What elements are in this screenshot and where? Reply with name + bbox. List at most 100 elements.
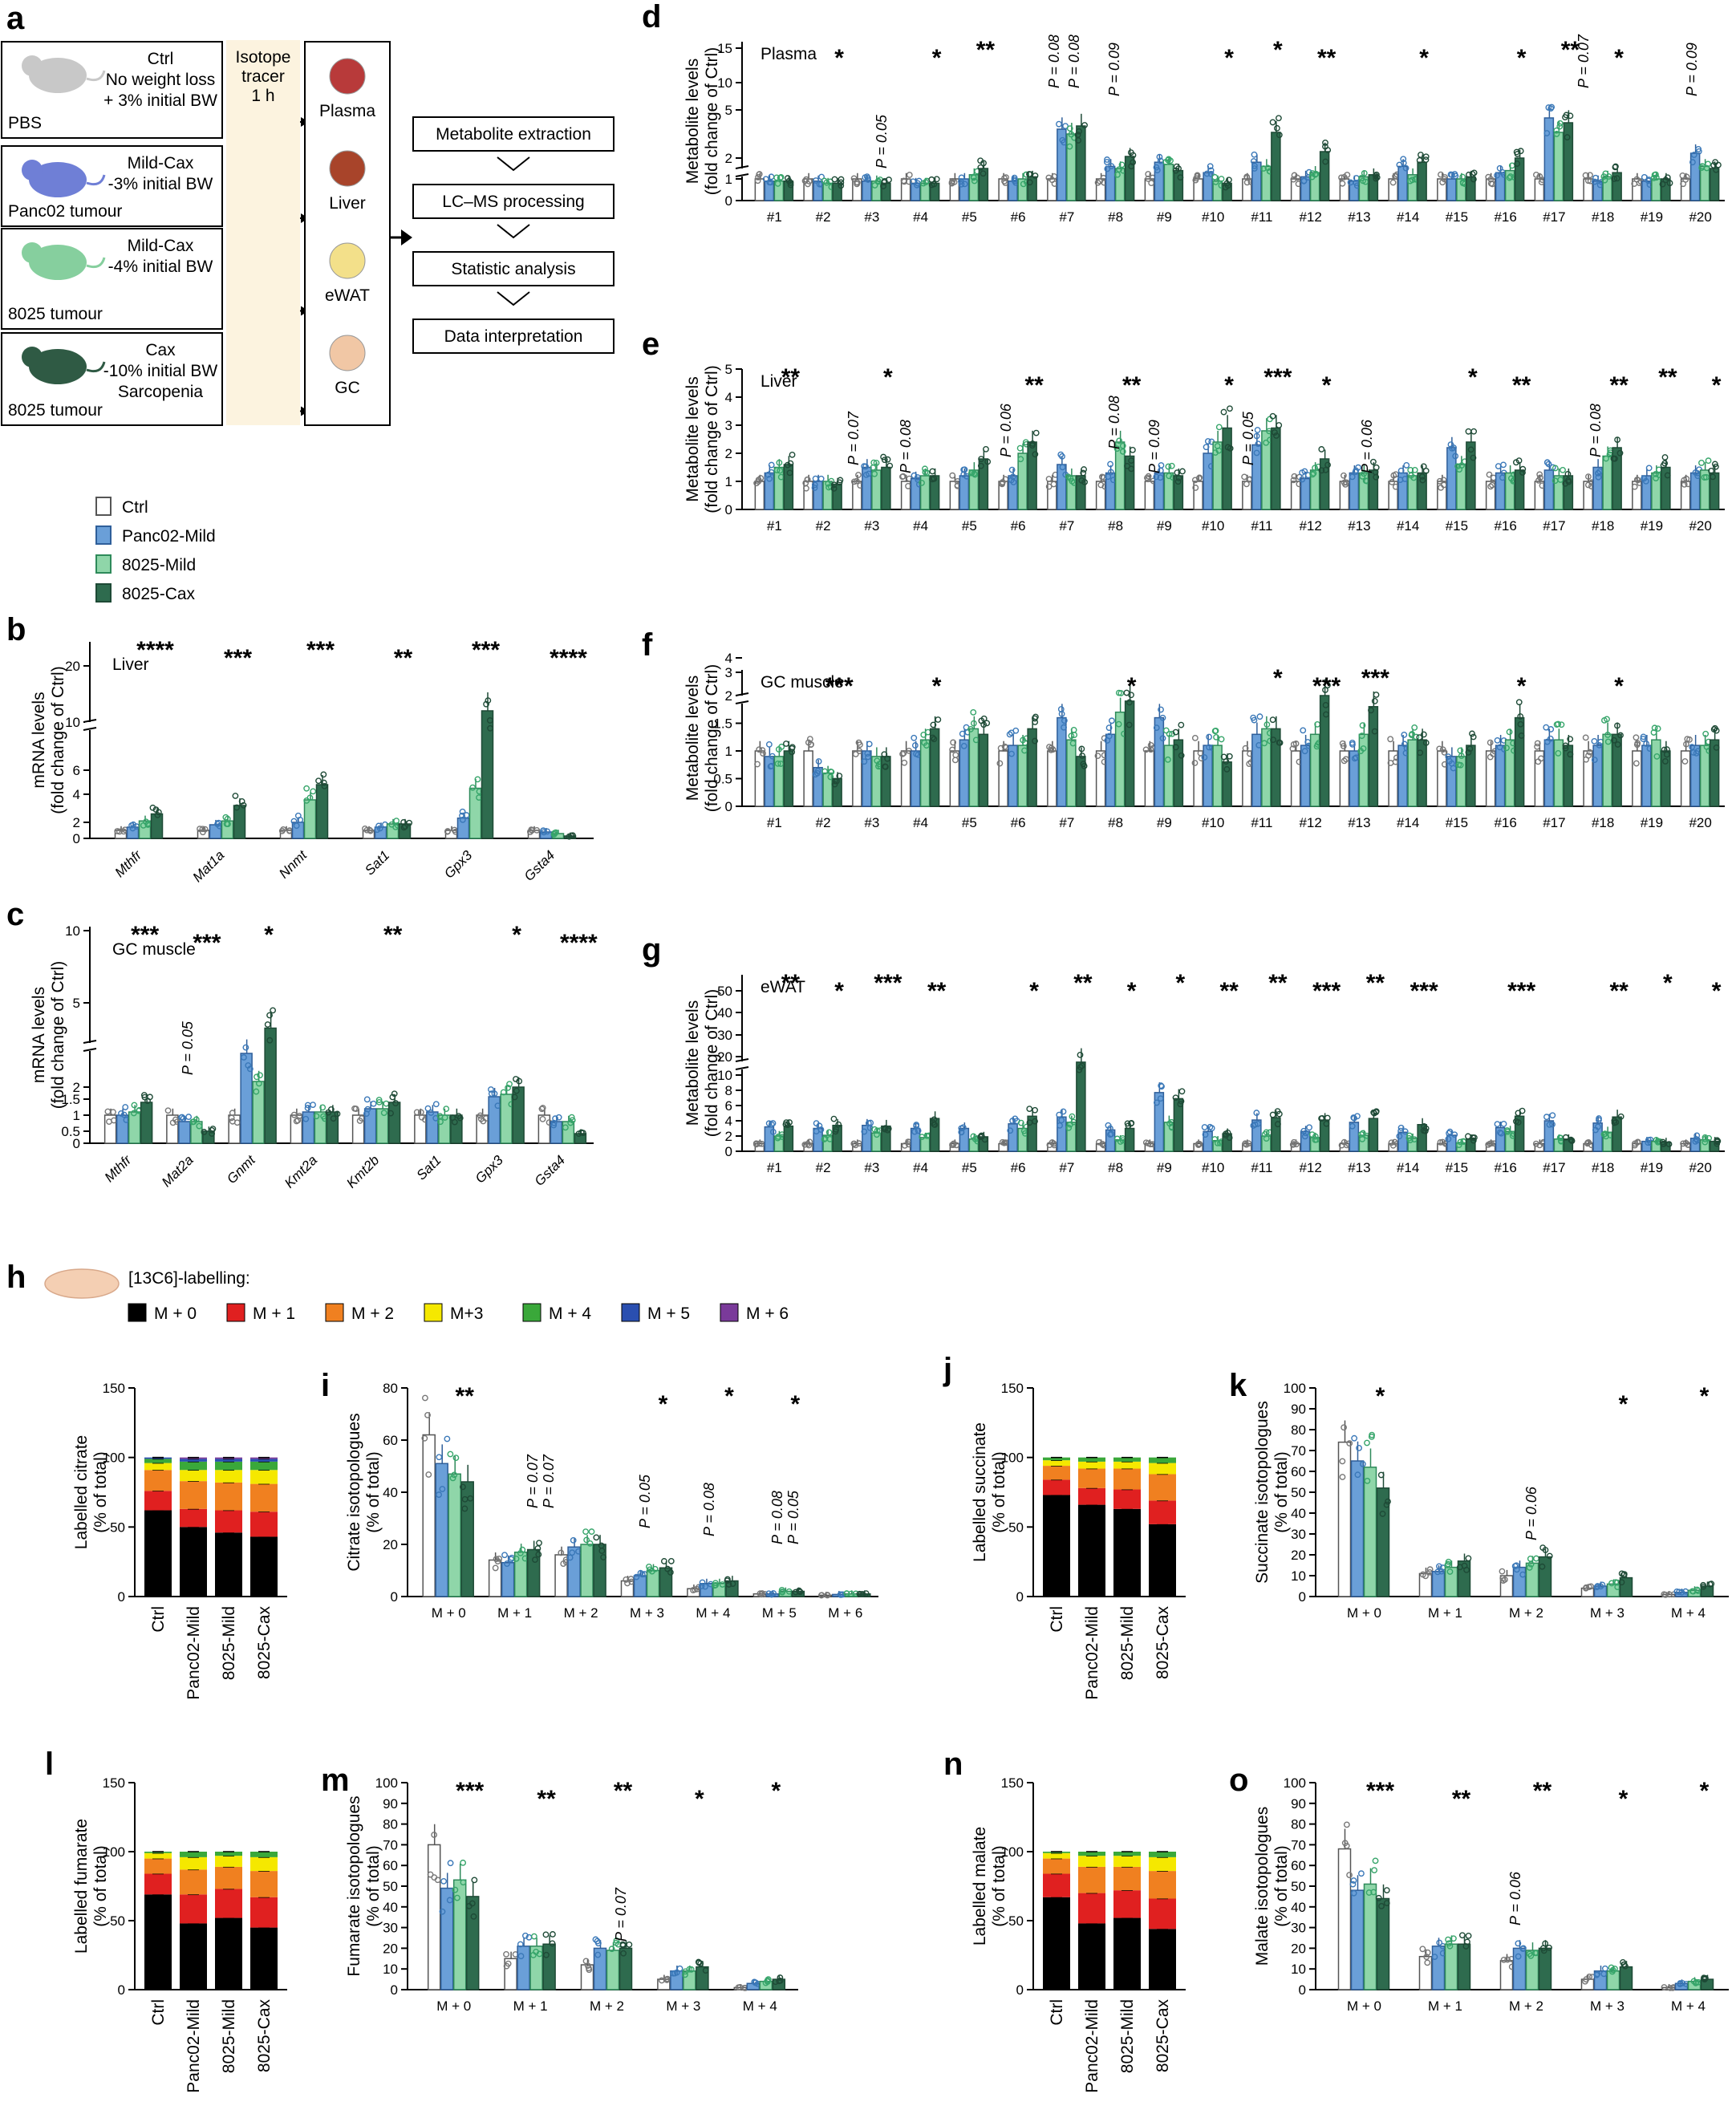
data-point (1308, 1131, 1316, 1138)
y-tick-label: 0 (1299, 1589, 1306, 1605)
x-tick-label: #5 (962, 209, 977, 225)
data-point (1601, 177, 1608, 184)
stacked-segment (180, 1856, 207, 1870)
data-point (1611, 176, 1618, 182)
y-tick-label: 2 (725, 1129, 732, 1144)
x-tick-label: #14 (1397, 815, 1419, 830)
data-point (1344, 172, 1351, 178)
data-point (825, 1129, 833, 1136)
data-point (1075, 137, 1082, 144)
significance-star: * (1700, 1383, 1710, 1410)
stacked-segment (215, 1470, 242, 1483)
y-tick-label: 10 (65, 923, 80, 939)
data-point (1001, 743, 1008, 750)
data-point (467, 1495, 474, 1502)
data-point (436, 1454, 443, 1461)
data-point (1269, 716, 1276, 724)
bar (1592, 745, 1603, 807)
x-tick-label: #5 (962, 518, 977, 534)
stacked-segment (1043, 1457, 1070, 1461)
panel-letter-g: g (642, 932, 661, 968)
x-tick-label: M + 2 (1509, 1998, 1543, 2014)
data-point (949, 746, 956, 753)
data-point (152, 806, 160, 814)
data-point (1612, 1118, 1620, 1126)
data-point (774, 760, 781, 767)
data-point (1373, 464, 1380, 471)
data-point (1512, 1118, 1519, 1125)
y-tick-label: 40 (383, 1485, 398, 1500)
stacked-segment (144, 1852, 172, 1859)
y-tick-label: 20 (717, 1049, 732, 1065)
data-point (1515, 699, 1523, 706)
data-point (1341, 472, 1347, 479)
legend-label: Ctrl (122, 498, 148, 517)
data-point (817, 475, 825, 482)
data-point (1223, 758, 1230, 765)
data-point (815, 758, 822, 765)
significance-star: * (1614, 673, 1624, 700)
x-tick-label: Mthfr (102, 1151, 136, 1185)
data-point (1300, 1127, 1308, 1134)
y-axis-label: (fold change of Ctrl) (703, 664, 721, 812)
data-point (1373, 174, 1381, 181)
data-point (838, 182, 845, 189)
axis-break (85, 722, 95, 730)
x-tick-label: #6 (1011, 1160, 1026, 1175)
data-point (971, 470, 978, 477)
data-point (551, 830, 558, 837)
data-point (449, 1475, 456, 1482)
data-point (1604, 716, 1610, 723)
data-point (1419, 473, 1426, 480)
data-point (131, 1102, 138, 1109)
data-point (1206, 733, 1213, 741)
y-tick-label: 0 (1016, 1982, 1024, 1998)
data-point (1339, 180, 1346, 187)
data-point (1563, 112, 1570, 119)
y-axis-label: mRNA levels (30, 987, 48, 1083)
data-point (494, 1558, 501, 1564)
axis-break-mark (735, 692, 749, 696)
data-point (806, 736, 813, 743)
y-tick-label: 20 (65, 659, 80, 674)
data-point (843, 1590, 850, 1597)
data-point (960, 742, 967, 749)
stacked-segment (1113, 1917, 1141, 1990)
stacked-segment (180, 1508, 207, 1528)
x-tick-label: #8 (1108, 1160, 1123, 1175)
data-point (996, 760, 1004, 767)
x-tick-label: 8025-Mild (220, 1999, 238, 2073)
data-point (1390, 472, 1397, 479)
isotope-label: M + 1 (253, 1305, 295, 1323)
x-tick-label: M + 2 (1509, 1605, 1543, 1621)
data-point (1612, 164, 1619, 171)
data-point (1145, 1140, 1152, 1147)
significance-star: ** (1317, 45, 1336, 71)
p-value-annotation: P = 0.06 (1507, 1871, 1523, 1925)
x-tick-label: #17 (1543, 1160, 1565, 1175)
x-tick-label: #12 (1299, 518, 1321, 534)
p-value-annotation: P = 0.05 (874, 114, 890, 168)
y-tick-label: 60 (1291, 1858, 1306, 1873)
data-point (330, 1115, 337, 1122)
significance-star: * (834, 45, 844, 71)
data-point (1536, 1142, 1543, 1149)
data-point (999, 479, 1006, 485)
data-point (233, 804, 241, 811)
significance-star: *** (825, 673, 854, 700)
y-axis-sublabel: (% of total) (91, 1451, 110, 1533)
data-point (1431, 1954, 1438, 1960)
bar (363, 1108, 377, 1144)
bar (1619, 1576, 1633, 1597)
data-point (1679, 1980, 1686, 1986)
data-point (1105, 732, 1113, 740)
data-point (477, 1115, 485, 1122)
data-point (1201, 754, 1208, 761)
data-point (1487, 739, 1494, 746)
data-point (835, 1121, 842, 1128)
data-point (1212, 178, 1219, 185)
significance-star: *** (131, 922, 159, 948)
data-point (773, 174, 781, 181)
significance-star: * (1614, 45, 1624, 71)
stacked-segment (250, 1470, 278, 1484)
